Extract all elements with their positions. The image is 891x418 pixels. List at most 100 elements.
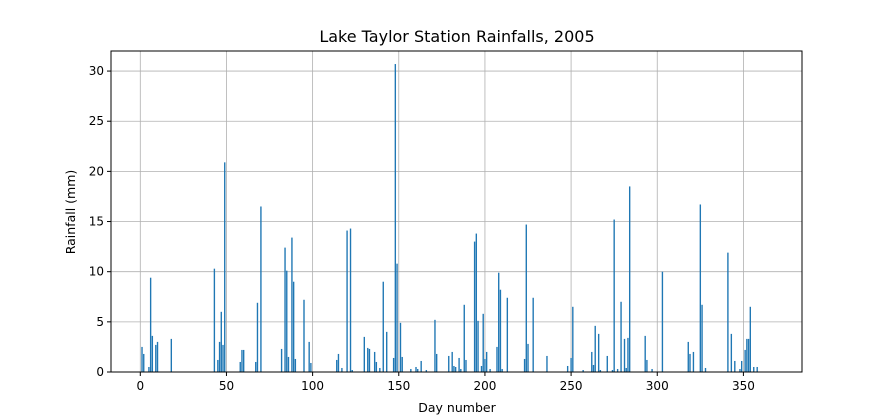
y-axis-label: Rainfall (mm) — [63, 170, 78, 255]
rainfall-bar — [692, 351, 695, 372]
rainfall-bar — [489, 368, 491, 372]
y-tick-label: 20 — [89, 164, 104, 178]
x-tick-label: 200 — [473, 379, 496, 393]
rainfall-bar — [613, 219, 615, 372]
rainfall-bar — [465, 359, 467, 372]
x-tick-label: 0 — [136, 379, 144, 393]
rainfall-bar — [448, 355, 450, 372]
rainfall-bar — [739, 368, 741, 372]
rainfall-bar — [410, 368, 412, 372]
plot-area-frame — [110, 50, 803, 373]
rainfall-bar — [730, 333, 733, 372]
rainfall-bar — [224, 162, 226, 372]
rainfall-bar — [351, 369, 353, 372]
y-tick-label: 25 — [89, 114, 104, 128]
rainfall-bar — [628, 186, 631, 372]
rainfall-bar — [213, 268, 216, 372]
rainfall-bar — [435, 353, 438, 372]
rainfall-bar — [222, 344, 224, 372]
rainfall-bar — [170, 338, 173, 372]
x-axis-label: Day number — [418, 400, 496, 415]
bars-group — [141, 64, 758, 373]
rainfall-bar — [687, 341, 689, 372]
rainfall-bar — [451, 351, 453, 372]
rainfall-bar — [480, 365, 483, 372]
rainfall-bar — [475, 233, 478, 372]
rainfall-bar — [592, 364, 595, 372]
rainfall-bar — [294, 358, 297, 372]
rainfall-bar — [386, 331, 388, 372]
rainfall-bar — [382, 281, 384, 372]
rainfall-bar — [373, 351, 376, 372]
rainfall-bar — [291, 237, 293, 372]
x-axis-ticks: 0 50 100 150 200 250 300 350 — [136, 372, 755, 393]
rainfall-bar — [420, 360, 422, 372]
rainfall-bar — [396, 263, 398, 372]
rainfall-bar — [496, 346, 498, 372]
rainfall-bar — [498, 272, 500, 372]
rainfall-bar — [546, 355, 548, 372]
rainfall-bar — [392, 357, 395, 372]
rainfall-bar — [473, 241, 476, 372]
rainfall-bar — [477, 320, 479, 372]
rainfall-bar — [349, 228, 352, 372]
rainfall-bar — [308, 341, 310, 372]
rainfall-bar — [255, 361, 257, 372]
rainfall-bar — [727, 252, 729, 372]
rainfall-bar — [582, 369, 584, 372]
rainfall-bar — [527, 343, 529, 372]
x-tick-label: 350 — [732, 379, 755, 393]
rainfall-bar — [292, 281, 295, 372]
rainfall-bar — [523, 358, 526, 372]
rainfall-bar — [155, 344, 157, 372]
y-tick-label: 5 — [96, 315, 104, 329]
x-tick-label: 250 — [560, 379, 583, 393]
rainfall-bar — [616, 368, 619, 372]
rainfall-bar — [256, 302, 259, 372]
rainfall-bar — [337, 353, 340, 372]
rainfall-bar — [156, 341, 159, 372]
rainfall-bar — [627, 337, 629, 372]
rainfall-bar — [744, 349, 746, 372]
rainfall-bar — [401, 356, 403, 372]
rainfall-bar — [699, 204, 702, 372]
rainfall-bar — [303, 299, 305, 372]
rainfall-bar — [746, 338, 748, 372]
rainfall-bar — [484, 358, 486, 372]
rainfall-bar — [591, 351, 593, 372]
rainfall-bar — [458, 357, 460, 372]
rainfall-bar — [286, 270, 288, 372]
rainfall-bar — [454, 366, 457, 372]
rainfall-bar — [749, 306, 751, 372]
rainfall-bar — [241, 349, 243, 372]
chart-title: Lake Taylor Station Rainfalls, 2005 — [319, 27, 594, 46]
rainfall-bar — [485, 351, 488, 372]
rainfall-bar — [415, 366, 417, 372]
rainfall-bar — [572, 306, 574, 372]
rainfall-bar — [525, 224, 527, 372]
rainfall-bar — [611, 369, 614, 372]
rainfall-bar — [599, 369, 602, 372]
rainfall-bar — [570, 357, 572, 372]
rainfall-bar — [367, 347, 369, 372]
rainfall-bar — [260, 206, 262, 372]
rainfall-bar — [242, 349, 245, 372]
rainfall-bar — [661, 271, 664, 372]
rainfall-bar — [651, 368, 653, 372]
rainfall-bar — [620, 301, 622, 372]
rainfall-bar — [141, 346, 143, 372]
rainfall-bar — [482, 313, 484, 372]
rainfall-bar — [284, 247, 286, 372]
rainfall-bar — [341, 367, 343, 372]
rainfall-bar — [220, 311, 222, 372]
rainfall-bar — [644, 335, 646, 372]
rainfall-bar — [218, 341, 221, 372]
rainfall-bar — [425, 369, 428, 372]
rainfall-bar — [417, 368, 419, 372]
rainfall-bar — [506, 297, 509, 372]
rainfall-bar — [701, 304, 703, 372]
rainfall-bar — [623, 338, 626, 372]
grid-lines — [111, 51, 802, 373]
